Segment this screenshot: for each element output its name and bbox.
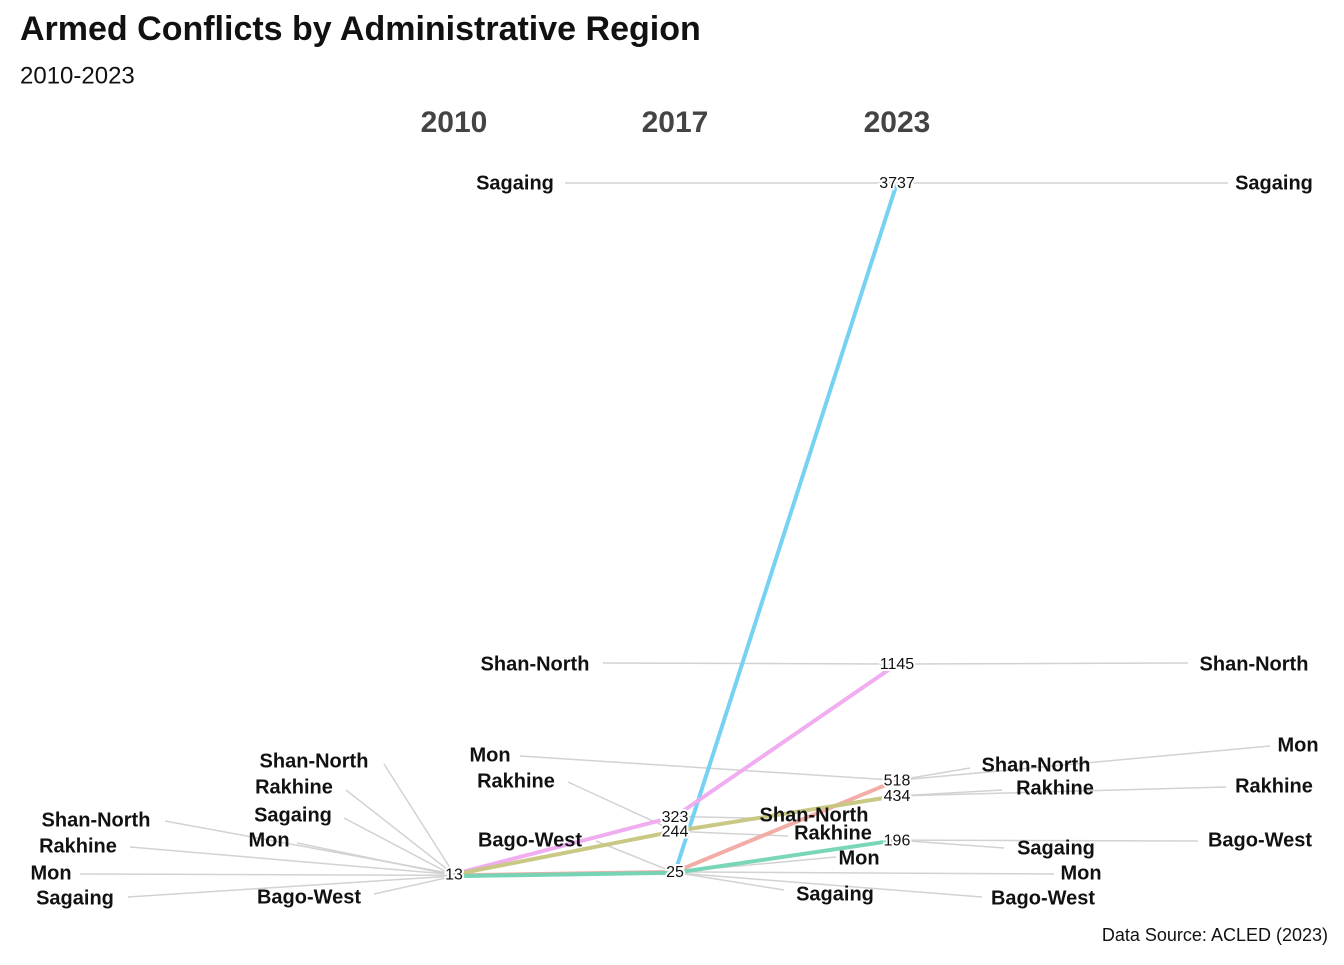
leader-line bbox=[896, 839, 1199, 842]
leader-line bbox=[674, 815, 751, 819]
region-label: Rakhine bbox=[794, 822, 872, 844]
value-label: 3737 bbox=[879, 175, 915, 192]
region-label: Bago-West bbox=[257, 886, 361, 908]
leader-line bbox=[296, 842, 455, 877]
region-label: Mon bbox=[469, 744, 510, 766]
leader-line bbox=[896, 745, 1271, 782]
leader-line bbox=[129, 846, 455, 876]
slope-line bbox=[453, 793, 898, 877]
year-header: 2010 bbox=[421, 106, 488, 139]
leader-line bbox=[896, 786, 1227, 797]
value-label: 25 bbox=[666, 864, 684, 881]
leader-line bbox=[567, 781, 676, 832]
region-label: Mon bbox=[248, 829, 289, 851]
value-label: 518 bbox=[884, 773, 911, 790]
leader-line bbox=[674, 872, 983, 898]
region-label: Mon bbox=[1060, 862, 1101, 884]
slope-line bbox=[453, 838, 898, 879]
region-label: Sagaing bbox=[796, 883, 874, 905]
leader-line bbox=[383, 763, 455, 875]
region-label: Shan-North bbox=[760, 804, 869, 826]
value-label: 196 bbox=[884, 832, 911, 849]
value-label: 1145 bbox=[880, 656, 915, 673]
region-label: Sagaing bbox=[254, 804, 332, 826]
region-label: Sagaing bbox=[476, 172, 554, 194]
region-label: Rakhine bbox=[1235, 775, 1313, 797]
region-label: Shan-North bbox=[982, 754, 1091, 776]
region-label: Shan-North bbox=[260, 750, 369, 772]
leader-line bbox=[674, 871, 1055, 875]
region-label: Sagaing bbox=[1017, 837, 1095, 859]
leader-line bbox=[896, 662, 1189, 665]
region-label: Shan-North bbox=[1200, 653, 1309, 675]
leader-line bbox=[79, 873, 455, 877]
chart-title: Armed Conflicts by Administrative Region bbox=[20, 10, 701, 48]
region-label: Bago-West bbox=[478, 829, 582, 851]
value-label: 434 bbox=[884, 788, 911, 805]
year-header: 2017 bbox=[642, 106, 709, 139]
region-label: Bago-West bbox=[1208, 829, 1312, 851]
region-label: Rakhine bbox=[1016, 777, 1094, 799]
region-label: Shan-North bbox=[481, 653, 590, 675]
leader-line bbox=[595, 840, 676, 874]
region-label: Shan-North bbox=[42, 809, 151, 831]
leader-line bbox=[345, 789, 455, 876]
leader-line bbox=[343, 817, 455, 877]
chart-subtitle: 2010-2023 bbox=[20, 62, 135, 89]
leader-line bbox=[896, 839, 1005, 849]
region-label: Sagaing bbox=[36, 887, 114, 909]
leader-line bbox=[373, 875, 455, 895]
value-label: 244 bbox=[662, 823, 689, 840]
caption: Data Source: ACLED (2023) bbox=[1102, 925, 1328, 945]
leader-line bbox=[674, 871, 785, 891]
leader-line bbox=[127, 875, 455, 898]
region-label: Mon bbox=[838, 847, 879, 869]
region-label: Rakhine bbox=[477, 770, 555, 792]
region-label: Bago-West bbox=[991, 887, 1095, 909]
value-label: 323 bbox=[662, 809, 689, 826]
value-label: 13 bbox=[445, 866, 463, 883]
leader-line bbox=[896, 767, 971, 782]
region-label: Rakhine bbox=[39, 835, 117, 857]
year-header: 2023 bbox=[864, 106, 931, 139]
region-label: Sagaing bbox=[1235, 172, 1313, 194]
region-label: Mon bbox=[30, 862, 71, 884]
leader-line bbox=[602, 662, 898, 665]
slope-line bbox=[453, 662, 899, 877]
region-label: Rakhine bbox=[255, 776, 333, 798]
region-label: Mon bbox=[1277, 734, 1318, 756]
